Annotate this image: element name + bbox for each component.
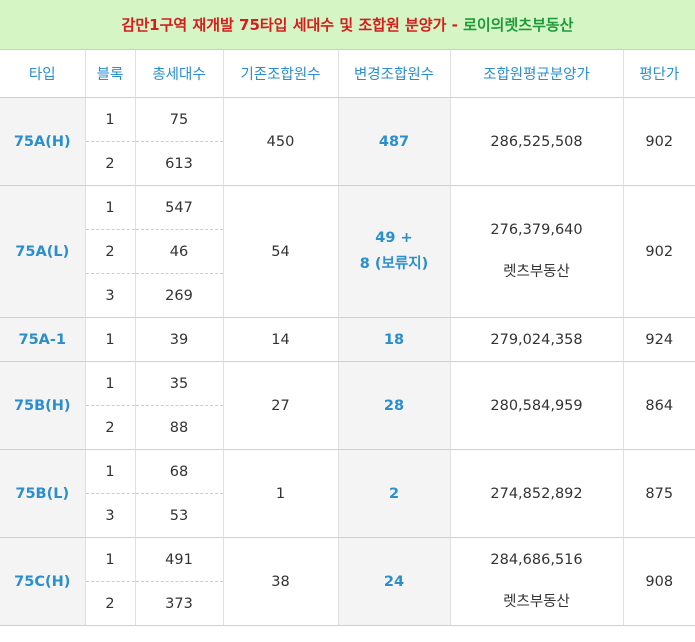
units-cell: 613 (135, 141, 224, 186)
watermark-text: 렛츠부동산 (503, 594, 570, 610)
existing-cell: 54 (223, 185, 339, 318)
table-row: 2 88 (0, 405, 695, 450)
price-cell: 276,379,640 렛츠부동산 (450, 185, 624, 318)
title-main: 감만1구역 재개발 75타입 세대수 및 조합원 분양가 - (121, 16, 464, 34)
changed-cell: 49 + 8 (보류지) (338, 185, 451, 318)
header-existing-members: 기존조합원수 (223, 49, 339, 98)
header-total-units: 총세대수 (135, 49, 224, 98)
block-cell: 1 (85, 317, 136, 362)
existing-cell: 38 (223, 537, 339, 626)
price-cell: 280,584,959 (450, 361, 624, 450)
table-row: 2 613 (0, 141, 695, 186)
type-cell: 75A(H) (0, 97, 86, 186)
table-row: 75C(H) 1 491 38 24 284,686,516 렛츠부동산 908 (0, 537, 695, 626)
table-row: 75B(H) 1 35 27 28 280,584,959 864 (0, 361, 695, 450)
changed-cell: 18 (338, 317, 451, 362)
changed-line: 49 + (375, 230, 413, 246)
block-cell: 2 (85, 405, 136, 450)
block-cell: 1 (85, 537, 136, 582)
price-cell: 279,024,358 (450, 317, 624, 362)
block-cell: 2 (85, 229, 136, 274)
units-cell: 53 (135, 493, 224, 538)
title-brand: 로이의렛츠부동산 (463, 16, 574, 34)
units-cell: 88 (135, 405, 224, 450)
per-pyeong-cell: 864 (623, 361, 695, 450)
block-cell: 2 (85, 581, 136, 626)
type-cell: 75C(H) (0, 537, 86, 626)
existing-cell: 27 (223, 361, 339, 450)
header-per-pyeong: 평단가 (623, 49, 695, 98)
units-cell: 39 (135, 317, 224, 362)
block-cell: 1 (85, 449, 136, 494)
units-cell: 269 (135, 273, 224, 318)
changed-cell: 28 (338, 361, 451, 450)
units-cell: 75 (135, 97, 224, 142)
block-cell: 1 (85, 361, 136, 406)
changed-line: 8 (보류지) (359, 256, 429, 272)
price-value: 276,379,640 (490, 222, 583, 238)
units-cell: 547 (135, 185, 224, 230)
units-cell: 46 (135, 229, 224, 274)
block-cell: 1 (85, 97, 136, 142)
changed-cell: 24 (338, 537, 451, 626)
existing-cell: 14 (223, 317, 339, 362)
existing-cell: 450 (223, 97, 339, 186)
units-cell: 68 (135, 449, 224, 494)
type-cell: 75B(H) (0, 361, 86, 450)
price-cell: 274,852,892 (450, 449, 624, 538)
type-cell: 75B(L) (0, 449, 86, 538)
type-cell: 75A(L) (0, 185, 86, 318)
block-cell: 2 (85, 141, 136, 186)
changed-cell: 2 (338, 449, 451, 538)
per-pyeong-cell: 902 (623, 97, 695, 186)
table-row: 2 373 (0, 581, 695, 626)
table-row: 3 269 (0, 273, 695, 318)
per-pyeong-cell: 908 (623, 537, 695, 626)
watermark-text: 렛츠부동산 (503, 264, 570, 280)
title-row: 감만1구역 재개발 75타입 세대수 및 조합원 분양가 - 로이의렛츠부동산 (0, 0, 695, 50)
block-cell: 1 (85, 185, 136, 230)
changed-cell: 487 (338, 97, 451, 186)
price-cell: 284,686,516 렛츠부동산 (450, 537, 624, 626)
header-row: 타입 블록 총세대수 기존조합원수 변경조합원수 조합원평균분양가 평단가 (0, 49, 695, 98)
units-cell: 35 (135, 361, 224, 406)
header-block: 블록 (85, 49, 136, 98)
table-row: 75B(L) 1 68 1 2 274,852,892 875 (0, 449, 695, 538)
block-cell: 3 (85, 493, 136, 538)
table-row: 2 46 (0, 229, 695, 274)
price-value: 284,686,516 (490, 552, 583, 568)
units-cell: 491 (135, 537, 224, 582)
table-row: 75A(L) 1 547 54 49 + 8 (보류지) 276,379,640… (0, 185, 695, 318)
header-changed-members: 변경조합원수 (338, 49, 451, 98)
table-row: 75A(H) 1 75 450 487 286,525,508 902 (0, 97, 695, 186)
header-avg-price: 조합원평균분양가 (450, 49, 624, 98)
table-row: 3 53 (0, 493, 695, 538)
units-cell: 373 (135, 581, 224, 626)
existing-cell: 1 (223, 449, 339, 538)
price-table: 감만1구역 재개발 75타입 세대수 및 조합원 분양가 - 로이의렛츠부동산 … (0, 0, 695, 626)
per-pyeong-cell: 924 (623, 317, 695, 362)
type-cell: 75A-1 (0, 317, 86, 362)
block-cell: 3 (85, 273, 136, 318)
per-pyeong-cell: 902 (623, 185, 695, 318)
table-title: 감만1구역 재개발 75타입 세대수 및 조합원 분양가 - 로이의렛츠부동산 (0, 0, 695, 50)
per-pyeong-cell: 875 (623, 449, 695, 538)
price-cell: 286,525,508 (450, 97, 624, 186)
header-type: 타입 (0, 49, 86, 98)
table-row: 75A-1 1 39 14 18 279,024,358 924 (0, 317, 695, 362)
